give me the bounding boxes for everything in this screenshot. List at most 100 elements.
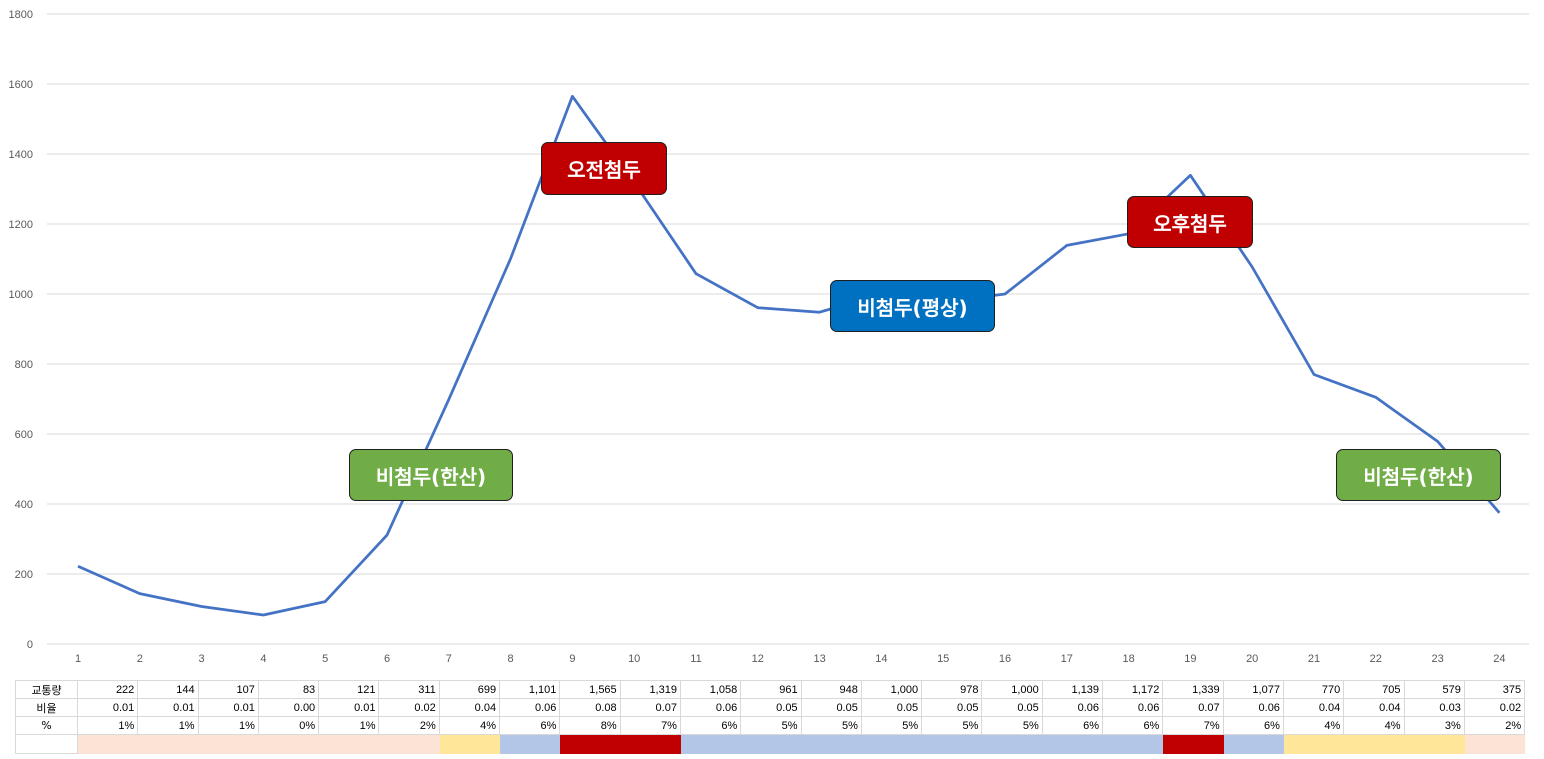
- cell-ratio: 0.02: [1463, 698, 1526, 717]
- cell-volume: 1,077: [1222, 680, 1284, 699]
- x-axis-ticks: 1 2 3 4 5 6 7 8 9 10 11 12 13 14 15 16 17 18 19 20 21 22 23 24: [75, 653, 1506, 665]
- cell-volume: 699: [438, 680, 501, 699]
- cell-ratio: 0.06: [1222, 698, 1284, 717]
- period-color-cell: [921, 734, 983, 754]
- data-table: 교통량 222 144 107 83 121 311 699 1,101 1,565 1,319 1…: [15, 680, 1526, 754]
- cell-volume: 83: [257, 680, 320, 699]
- x-tick-label: 12: [752, 653, 764, 665]
- period-color-cell: [1282, 734, 1345, 754]
- cell-ratio: 0.06: [1041, 698, 1104, 717]
- x-tick-label: 11: [690, 653, 701, 665]
- cell-volume: 121: [318, 680, 380, 699]
- y-tick-label: 1400: [9, 149, 33, 161]
- period-color-cell: [1222, 734, 1284, 754]
- annotation-morning-peak: 오전첨두: [541, 142, 667, 195]
- y-tick-label: 800: [15, 359, 33, 371]
- cell-volume: 579: [1403, 680, 1465, 699]
- row-label-color: [15, 734, 78, 754]
- table-row-ratio: 비율 0.01 0.01 0.01 0.00 0.01 0.02 0.04 0.06 0.08 0…: [15, 698, 1526, 717]
- period-color-cell: [1463, 734, 1526, 754]
- x-tick-label: 15: [937, 653, 949, 665]
- x-tick-label: 16: [999, 653, 1011, 665]
- cell-ratio: 0.03: [1403, 698, 1465, 717]
- cell-ratio: 0.04: [1343, 698, 1405, 717]
- cell-volume: 144: [137, 680, 199, 699]
- cell-ratio: 0.01: [76, 698, 139, 717]
- period-color-cell: [1403, 734, 1465, 754]
- cell-percent: 1%: [137, 716, 199, 735]
- cell-percent: 4%: [1282, 716, 1345, 735]
- cell-ratio: 0.01: [137, 698, 199, 717]
- cell-volume: 1,000: [860, 680, 923, 699]
- cell-percent: 7%: [619, 716, 681, 735]
- cell-percent: 5%: [800, 716, 862, 735]
- cell-volume: 948: [800, 680, 862, 699]
- row-label-ratio: 비율: [15, 698, 78, 717]
- period-color-cell: [559, 734, 621, 754]
- period-color-cell: [679, 734, 742, 754]
- cell-volume: 978: [921, 680, 983, 699]
- cell-volume: 705: [1343, 680, 1405, 699]
- cell-percent: 2%: [378, 716, 440, 735]
- x-tick-label: 2: [137, 653, 143, 665]
- y-axis-ticks: 0 200 400 600 800 1000 1200 1400 1600 1800: [9, 9, 33, 651]
- period-color-cell: [499, 734, 561, 754]
- y-tick-label: 1000: [9, 289, 33, 301]
- y-tick-label: 400: [15, 499, 33, 511]
- x-tick-label: 21: [1308, 653, 1320, 665]
- x-tick-label: 23: [1431, 653, 1443, 665]
- cell-percent: 6%: [1222, 716, 1284, 735]
- cell-ratio: 0.01: [197, 698, 259, 717]
- cell-volume: 961: [740, 680, 802, 699]
- cell-volume: 770: [1282, 680, 1345, 699]
- x-tick-label: 19: [1184, 653, 1196, 665]
- cell-ratio: 0.08: [559, 698, 621, 717]
- cell-ratio: 0.02: [378, 698, 440, 717]
- cell-percent: 6%: [1102, 716, 1164, 735]
- cell-ratio: 0.06: [1102, 698, 1164, 717]
- cell-percent: 7%: [1162, 716, 1224, 735]
- period-color-cell: [257, 734, 320, 754]
- x-tick-label: 4: [260, 653, 266, 665]
- x-tick-label: 17: [1061, 653, 1073, 665]
- row-label-percent: %: [15, 716, 78, 735]
- row-label-volume: 교통량: [15, 680, 78, 699]
- x-tick-label: 8: [508, 653, 514, 665]
- x-tick-label: 3: [199, 653, 205, 665]
- period-color-cell: [438, 734, 501, 754]
- cell-percent: 4%: [438, 716, 501, 735]
- table-row-volume: 교통량 222 144 107 83 121 311 699 1,101 1,565 1,319 1…: [15, 680, 1526, 699]
- cell-volume: 222: [76, 680, 139, 699]
- cell-volume: 1,139: [1041, 680, 1104, 699]
- x-tick-label: 18: [1122, 653, 1134, 665]
- cell-volume: 1,000: [981, 680, 1043, 699]
- period-color-cell: [137, 734, 199, 754]
- cell-percent: 6%: [499, 716, 561, 735]
- x-tick-label: 1: [75, 653, 81, 665]
- gridlines: [47, 13, 1529, 645]
- cell-ratio: 0.04: [1282, 698, 1345, 717]
- cell-volume: 1,172: [1102, 680, 1164, 699]
- period-color-cell: [1343, 734, 1405, 754]
- period-color-cell: [800, 734, 862, 754]
- period-color-cell: [378, 734, 440, 754]
- x-tick-label: 13: [813, 653, 825, 665]
- cell-volume: 1,101: [499, 680, 561, 699]
- annotation-evening-peak: 오후첨두: [1127, 196, 1253, 248]
- cell-ratio: 0.05: [740, 698, 802, 717]
- period-color-cell: [619, 734, 681, 754]
- cell-percent: 1%: [197, 716, 259, 735]
- period-color-cell: [1041, 734, 1104, 754]
- table-row-period-colors: [15, 734, 1526, 754]
- cell-ratio: 0.07: [619, 698, 681, 717]
- cell-ratio: 0.00: [257, 698, 320, 717]
- cell-volume: 311: [378, 680, 440, 699]
- cell-ratio: 0.05: [981, 698, 1043, 717]
- y-tick-label: 200: [15, 569, 33, 581]
- table-row-percent: % 1% 1% 1% 0% 1% 2% 4% 6% 8% 7% 6% 5% 5% 5% 5% 5% 6% 6% 7%…: [15, 716, 1526, 735]
- cell-ratio: 0.05: [860, 698, 923, 717]
- cell-percent: 2%: [1463, 716, 1526, 735]
- period-color-cell: [197, 734, 259, 754]
- cell-percent: 8%: [559, 716, 621, 735]
- period-color-cell: [981, 734, 1043, 754]
